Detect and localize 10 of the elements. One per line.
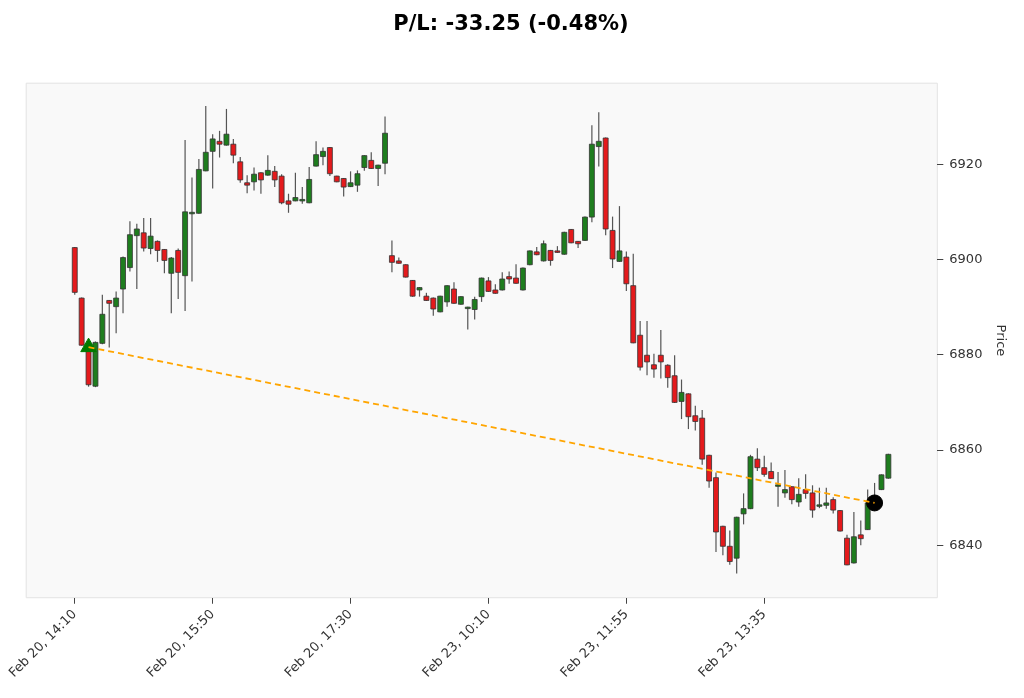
chart-title: P/L: -33.25 (-0.48%) <box>393 11 629 36</box>
candlestick <box>244 174 251 194</box>
y-tick-label: 6900 <box>949 250 983 266</box>
candlestick <box>775 471 781 508</box>
y-axis-title: Price <box>993 324 1009 357</box>
y-tick-label: 6840 <box>949 536 983 552</box>
y-tick-label: 6920 <box>949 155 983 171</box>
candlestick <box>651 353 657 379</box>
y-tick-label: 6860 <box>949 441 983 457</box>
y-tick-label: 6880 <box>949 346 983 362</box>
